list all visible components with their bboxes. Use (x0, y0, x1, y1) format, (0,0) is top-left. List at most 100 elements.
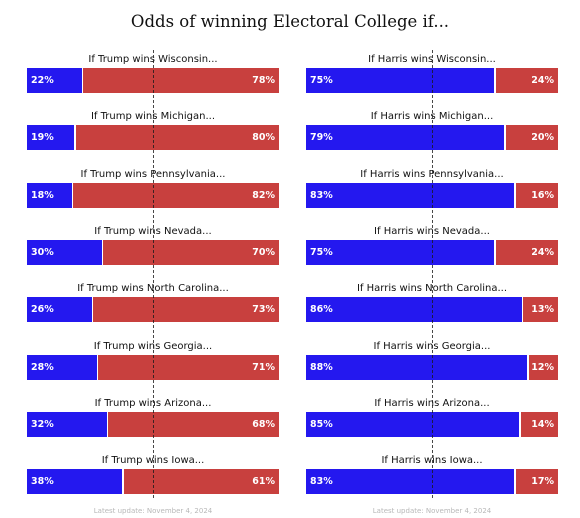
trump-odds-value: 16% (531, 189, 554, 201)
harris-odds-segment (306, 239, 495, 265)
trump-scenario-label-3: If Trump wins Nevada... (94, 225, 212, 237)
harris-scenario-bar-5: 88% 12% (306, 354, 558, 380)
trump-odds-segment (82, 68, 279, 93)
segment-separator (96, 354, 99, 380)
harris-odds-segment (306, 354, 528, 380)
harris-scenario-bar-4: 86% 13% (306, 297, 558, 323)
segment-separator (81, 68, 84, 93)
harris-scenario-label-1: If Harris wins Michigan... (370, 111, 494, 123)
harris-odds-segment (27, 297, 93, 323)
harris-odds-value: 32% (31, 418, 54, 430)
segment-separator (504, 125, 506, 151)
harris-odds-segment (27, 469, 123, 495)
segment-separator (91, 297, 94, 323)
trump-odds-segment (72, 182, 279, 208)
trump-odds-value: 61% (252, 476, 275, 488)
trump-odds-segment (522, 297, 558, 323)
trump-scenario-bar-3: 30% 70% (27, 239, 279, 265)
harris-scenario-label-6: If Harris wins Arizona... (374, 397, 490, 409)
harris-scenario-label-0: If Harris wins Wisconsin... (368, 54, 496, 65)
trump-odds-segment (92, 297, 279, 323)
harris-scenario-bar-1: 79% 20% (306, 125, 558, 151)
segment-separator (519, 411, 521, 437)
trump-odds-value: 17% (531, 476, 554, 488)
segment-separator (71, 182, 74, 208)
harris-odds-segment (27, 182, 73, 208)
trump-scenario-label-7: If Trump wins Iowa... (101, 455, 205, 467)
trump-scenario-label-2: If Trump wins Pennsylvania... (80, 168, 226, 180)
harris-odds-segment (306, 68, 495, 93)
trump-odds-value: 12% (531, 361, 554, 373)
harris-odds-value: 75% (310, 75, 333, 86)
fifty-percent-reference-line (432, 50, 433, 498)
harris-odds-value: 22% (31, 75, 54, 86)
trump-scenario-bar-0: 22% 78% (27, 68, 279, 93)
harris-odds-value: 26% (31, 304, 54, 316)
trump-odds-value: 13% (531, 304, 554, 316)
trump-scenario-bar-1: 19% 80% (27, 125, 279, 151)
harris-odds-value: 75% (310, 246, 333, 258)
fifty-percent-reference-line (153, 50, 154, 498)
segment-separator (101, 239, 104, 265)
chart-title: Odds of winning Electoral College if... (130, 12, 450, 31)
segment-separator (494, 239, 496, 265)
trump-odds-segment (74, 125, 279, 151)
harris-odds-value: 83% (310, 476, 333, 488)
harris-odds-value: 30% (31, 246, 54, 258)
trump-odds-segment (495, 68, 558, 93)
trump-odds-segment (505, 125, 558, 151)
trump-odds-value: 24% (531, 75, 554, 86)
trump-scenario-bar-2: 18% 82% (27, 182, 279, 208)
trump-odds-value: 68% (252, 418, 275, 430)
harris-odds-segment (27, 354, 98, 380)
harris-odds-value: 18% (31, 189, 54, 201)
harris-odds-segment (306, 182, 516, 208)
trump-odds-value: 73% (252, 304, 275, 316)
trump-scenario-bar-6: 32% 68% (27, 411, 279, 437)
trump-odds-value: 20% (531, 132, 554, 144)
harris-scenario-bar-3: 75% 24% (306, 239, 558, 265)
trump-scenario-bar-4: 26% 73% (27, 297, 279, 323)
trump-odds-segment (107, 411, 279, 437)
harris-odds-segment (27, 411, 108, 437)
harris-odds-segment (306, 125, 506, 151)
harris-odds-value: 38% (31, 476, 54, 488)
segment-separator (514, 182, 516, 208)
harris-scenario-bar-0: 75% 24% (306, 68, 558, 93)
segment-separator (106, 411, 109, 437)
trump-odds-segment (122, 469, 279, 495)
trump-odds-value: 24% (531, 246, 554, 258)
segment-separator (122, 469, 124, 495)
trump-scenario-bar-7: 38% 61% (27, 469, 279, 495)
harris-odds-value: 83% (310, 189, 333, 201)
trump-odds-segment (527, 354, 558, 380)
harris-odds-value: 86% (310, 304, 333, 316)
trump-odds-value: 70% (252, 246, 275, 258)
harris-odds-value: 19% (31, 132, 54, 144)
latest-update-footer: Latest update: November 4, 2024 (372, 507, 492, 515)
segment-separator (514, 469, 516, 495)
harris-odds-value: 88% (310, 361, 333, 373)
harris-odds-segment (306, 411, 521, 437)
harris-odds-segment (306, 297, 523, 323)
harris-odds-segment (27, 68, 83, 93)
trump-scenario-bar-5: 28% 71% (27, 354, 279, 380)
harris-scenario-label-5: If Harris wins Georgia... (373, 340, 491, 352)
trump-odds-value: 80% (252, 132, 275, 144)
harris-scenario-bar-2: 83% 16% (306, 182, 558, 208)
segment-separator (521, 297, 524, 323)
trump-odds-value: 78% (252, 75, 275, 86)
trump-odds-segment (102, 239, 279, 265)
trump-odds-segment (495, 239, 558, 265)
trump-odds-value: 82% (252, 189, 275, 201)
trump-odds-segment (515, 469, 558, 495)
harris-scenario-bar-6: 85% 14% (306, 411, 558, 437)
trump-odds-segment (97, 354, 279, 380)
latest-update-footer: Latest update: November 4, 2024 (93, 507, 213, 515)
harris-scenario-label-3: If Harris wins Nevada... (374, 225, 490, 237)
trump-odds-segment (515, 182, 558, 208)
trump-scenario-label-4: If Trump wins North Carolina... (77, 283, 229, 295)
harris-odds-segment (27, 125, 75, 151)
trump-scenario-label-0: If Trump wins Wisconsin... (88, 54, 218, 65)
harris-scenario-label-7: If Harris wins Iowa... (381, 455, 483, 467)
